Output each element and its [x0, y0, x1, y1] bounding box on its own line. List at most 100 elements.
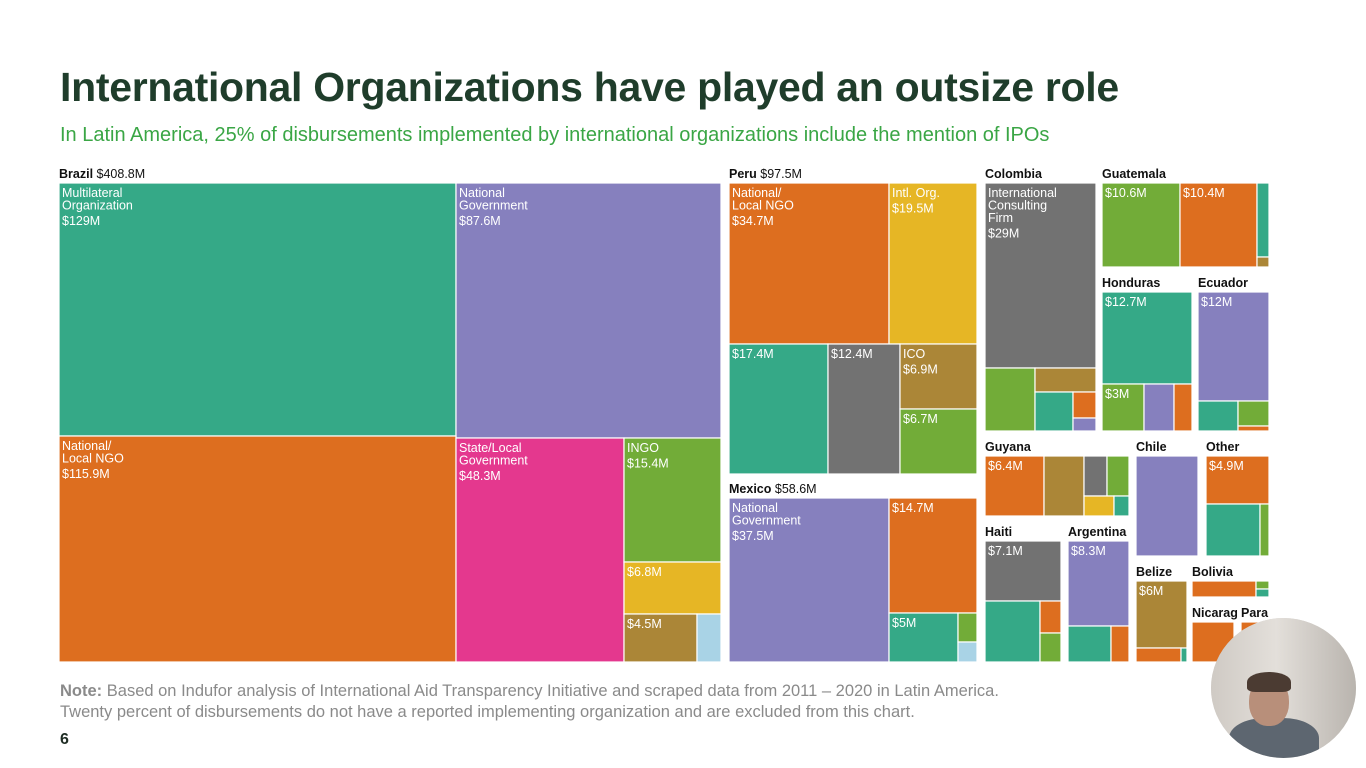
- cell-value-mexico-2: $14.7M: [892, 501, 934, 515]
- cell-label-mexico-1: National: [732, 501, 778, 515]
- treemap-cell-bolivia-2: [1255, 580, 1270, 590]
- cell-value-honduras-2: $3M: [1105, 387, 1129, 401]
- treemap-cell-mexico-4: [957, 612, 978, 643]
- cell-label-colombia-1: International: [988, 186, 1057, 200]
- treemap-cell-peru-3: [728, 343, 829, 475]
- country-label-guyana: Guyana: [985, 440, 1032, 454]
- cell-value-haiti-1: $7.1M: [988, 544, 1023, 558]
- country-label-mexico: Mexico $58.6M: [729, 482, 817, 496]
- cell-value-peru-3: $17.4M: [732, 347, 774, 361]
- cell-label-peru-1: National/: [732, 186, 782, 200]
- treemap-cell-ecuador-3: [1237, 400, 1270, 427]
- treemap-cell-guyana-1: [984, 455, 1045, 517]
- country-label-guatemala: Guatemala: [1102, 167, 1167, 181]
- treemap-cell-bolivia-3: [1255, 588, 1270, 598]
- cell-value-other-1: $4.9M: [1209, 459, 1244, 473]
- cell-label-brazil-4: State/Local: [459, 441, 522, 455]
- treemap-cell-haiti-3: [1039, 600, 1062, 634]
- note-text-line1: Based on Indufor analysis of Internation…: [102, 682, 999, 700]
- country-label-haiti: Haiti: [985, 525, 1012, 539]
- treemap-cell-haiti-2: [984, 600, 1041, 663]
- cell-label-colombia-1: Consulting: [988, 199, 1047, 213]
- cell-value-brazil-5: $15.4M: [627, 457, 669, 471]
- treemap-cell-peru-4: [827, 343, 901, 475]
- treemap-cell-guatemala-1: [1101, 182, 1181, 268]
- treemap-cell-ecuador-2: [1197, 400, 1239, 432]
- cell-label-peru-2: Intl. Org.: [892, 186, 940, 200]
- treemap-cell-guyana-6: [1113, 495, 1130, 517]
- cell-label-brazil-1: Multilateral: [62, 186, 122, 200]
- treemap-cell-belize-2: [1135, 647, 1182, 663]
- page-number: 6: [60, 731, 69, 748]
- treemap-cell-colombia-4: [1034, 391, 1074, 432]
- treemap-cell-honduras-3: [1143, 383, 1175, 432]
- cell-value-argentina-1: $8.3M: [1071, 544, 1106, 558]
- country-label-nicarag: Nicarag: [1192, 606, 1238, 620]
- country-label-para: Para: [1241, 606, 1269, 620]
- cell-value-guyana-1: $6.4M: [988, 459, 1023, 473]
- country-label-chile: Chile: [1136, 440, 1167, 454]
- cell-value-brazil-7: $4.5M: [627, 617, 662, 631]
- cell-value-brazil-3: $115.9M: [62, 467, 110, 481]
- treemap-cell-brazil-5: [623, 437, 722, 563]
- country-label-other: Other: [1206, 440, 1239, 454]
- cell-value-brazil-6: $6.8M: [627, 565, 662, 579]
- cell-value-guatemala-2: $10.4M: [1183, 186, 1225, 200]
- cell-value-mexico-3: $5M: [892, 616, 916, 630]
- treemap-cell-guatemala-2: [1179, 182, 1258, 268]
- treemap-cell-guatemala-3: [1256, 182, 1270, 258]
- treemap-cell-brazil-2: [455, 182, 722, 439]
- treemap-cell-guyana-4: [1106, 455, 1130, 497]
- note-text-line2: Twenty percent of disbursements do not h…: [60, 703, 915, 721]
- treemap-cell-colombia-3: [1034, 367, 1097, 393]
- note-label: Note:: [60, 682, 103, 700]
- cell-label-brazil-5: INGO: [627, 441, 659, 455]
- treemap-cell-brazil-7: [623, 613, 698, 663]
- treemap-cell-peru-6: [899, 408, 978, 475]
- slide-subtitle: In Latin America, 25% of disbursements i…: [60, 124, 1050, 146]
- slide-title: International Organizations have played …: [60, 64, 1119, 110]
- country-label-belize: Belize: [1136, 565, 1172, 579]
- cell-label-brazil-2: National: [459, 186, 505, 200]
- cell-label-brazil-3: National/: [62, 439, 112, 453]
- treemap-cell-mexico-3: [888, 612, 959, 663]
- treemap-cell-guyana-2: [1043, 455, 1085, 517]
- treemap-cell-haiti-4: [1039, 632, 1062, 663]
- cell-value-colombia-1: $29M: [988, 227, 1019, 241]
- treemap-cell-other-3: [1259, 503, 1270, 557]
- treemap-cell-chile-1: [1135, 455, 1199, 557]
- treemap-cell-brazil-8: [696, 613, 722, 663]
- cell-label-peru-1: Local NGO: [732, 199, 794, 213]
- treemap-cell-honduras-4: [1173, 383, 1193, 432]
- treemap-cell-other-1: [1205, 455, 1270, 505]
- country-label-ecuador: Ecuador: [1198, 276, 1248, 290]
- country-label-argentina: Argentina: [1068, 525, 1127, 539]
- cell-value-brazil-4: $48.3M: [459, 469, 501, 483]
- country-label-brazil: Brazil $408.8M: [59, 167, 145, 181]
- treemap-cell-colombia-1: [984, 182, 1097, 369]
- treemap-cell-other-2: [1205, 503, 1261, 557]
- cell-label-peru-5: ICO: [903, 347, 926, 361]
- treemap-cell-ecuador-4: [1237, 425, 1270, 432]
- treemap-cell-brazil-6: [623, 561, 722, 615]
- treemap-cell-belize-3: [1180, 647, 1188, 663]
- treemap-cell-brazil-3: [58, 435, 457, 663]
- country-label-bolivia: Bolivia: [1192, 565, 1234, 579]
- cell-label-colombia-1: Firm: [988, 211, 1013, 225]
- cell-value-peru-4: $12.4M: [831, 347, 873, 361]
- cell-value-guatemala-1: $10.6M: [1105, 186, 1147, 200]
- treemap-cell-colombia-6: [1072, 417, 1097, 432]
- cell-value-mexico-1: $37.5M: [732, 529, 774, 543]
- treemap-cell-colombia-2: [984, 367, 1036, 432]
- cell-label-brazil-1: Organization: [62, 199, 133, 213]
- treemap-cell-mexico-2: [888, 497, 978, 614]
- cell-value-honduras-1: $12.7M: [1105, 295, 1147, 309]
- treemap-cell-colombia-5: [1072, 391, 1097, 419]
- country-label-honduras: Honduras: [1102, 276, 1160, 290]
- cell-value-peru-2: $19.5M: [892, 202, 934, 216]
- cell-label-brazil-2: Government: [459, 199, 528, 213]
- cell-value-ecuador-1: $12M: [1201, 295, 1232, 309]
- cell-value-peru-6: $6.7M: [903, 412, 938, 426]
- treemap-cell-brazil-1: [58, 182, 457, 437]
